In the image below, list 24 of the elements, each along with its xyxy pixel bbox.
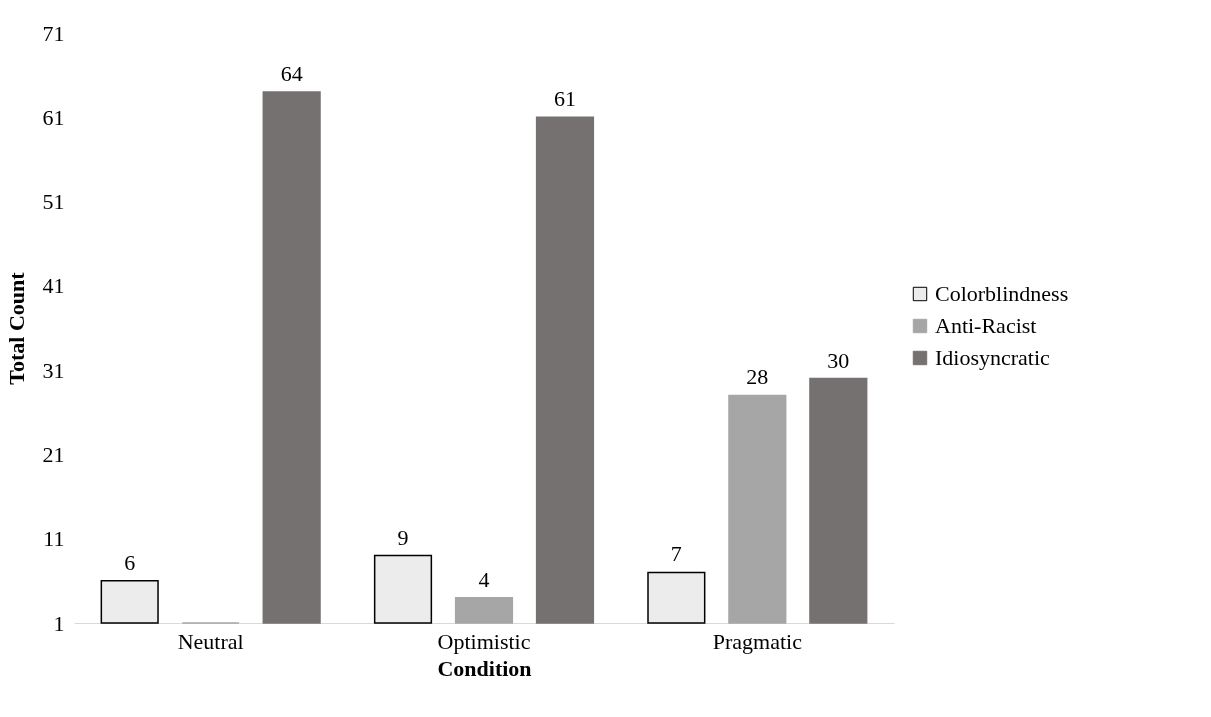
data-label: 61 (553, 86, 576, 112)
data-label: 9 (397, 524, 409, 550)
legend-label: Colorblindness (935, 281, 1069, 306)
x-tick-label: Neutral (177, 628, 244, 654)
y-tick-label: 21 (42, 441, 65, 467)
x-tick-label: Pragmatic (712, 628, 803, 654)
y-tick-label: 41 (42, 273, 65, 299)
x-axis-title: Condition (437, 655, 532, 681)
y-tick-label: 61 (42, 104, 65, 130)
legend-label: Idiosyncratic (935, 345, 1051, 370)
y-tick-label: 51 (42, 189, 65, 215)
y-tick-label: 11 (43, 526, 65, 552)
y-tick-label: 31 (42, 357, 65, 383)
y-tick-label: 1 (53, 610, 65, 636)
legend-label: Anti-Racist (935, 313, 1037, 338)
y-axis-title: Total Count (3, 271, 29, 385)
y-tick-label: 71 (42, 20, 65, 46)
x-tick-label: Optimistic (437, 628, 531, 654)
data-label: 4 (478, 566, 490, 592)
data-label: 6 (124, 549, 136, 575)
data-label: 7 (670, 541, 682, 567)
data-label: 30 (827, 347, 850, 373)
data-label: 28 (746, 364, 769, 390)
data-label: 64 (280, 61, 303, 86)
